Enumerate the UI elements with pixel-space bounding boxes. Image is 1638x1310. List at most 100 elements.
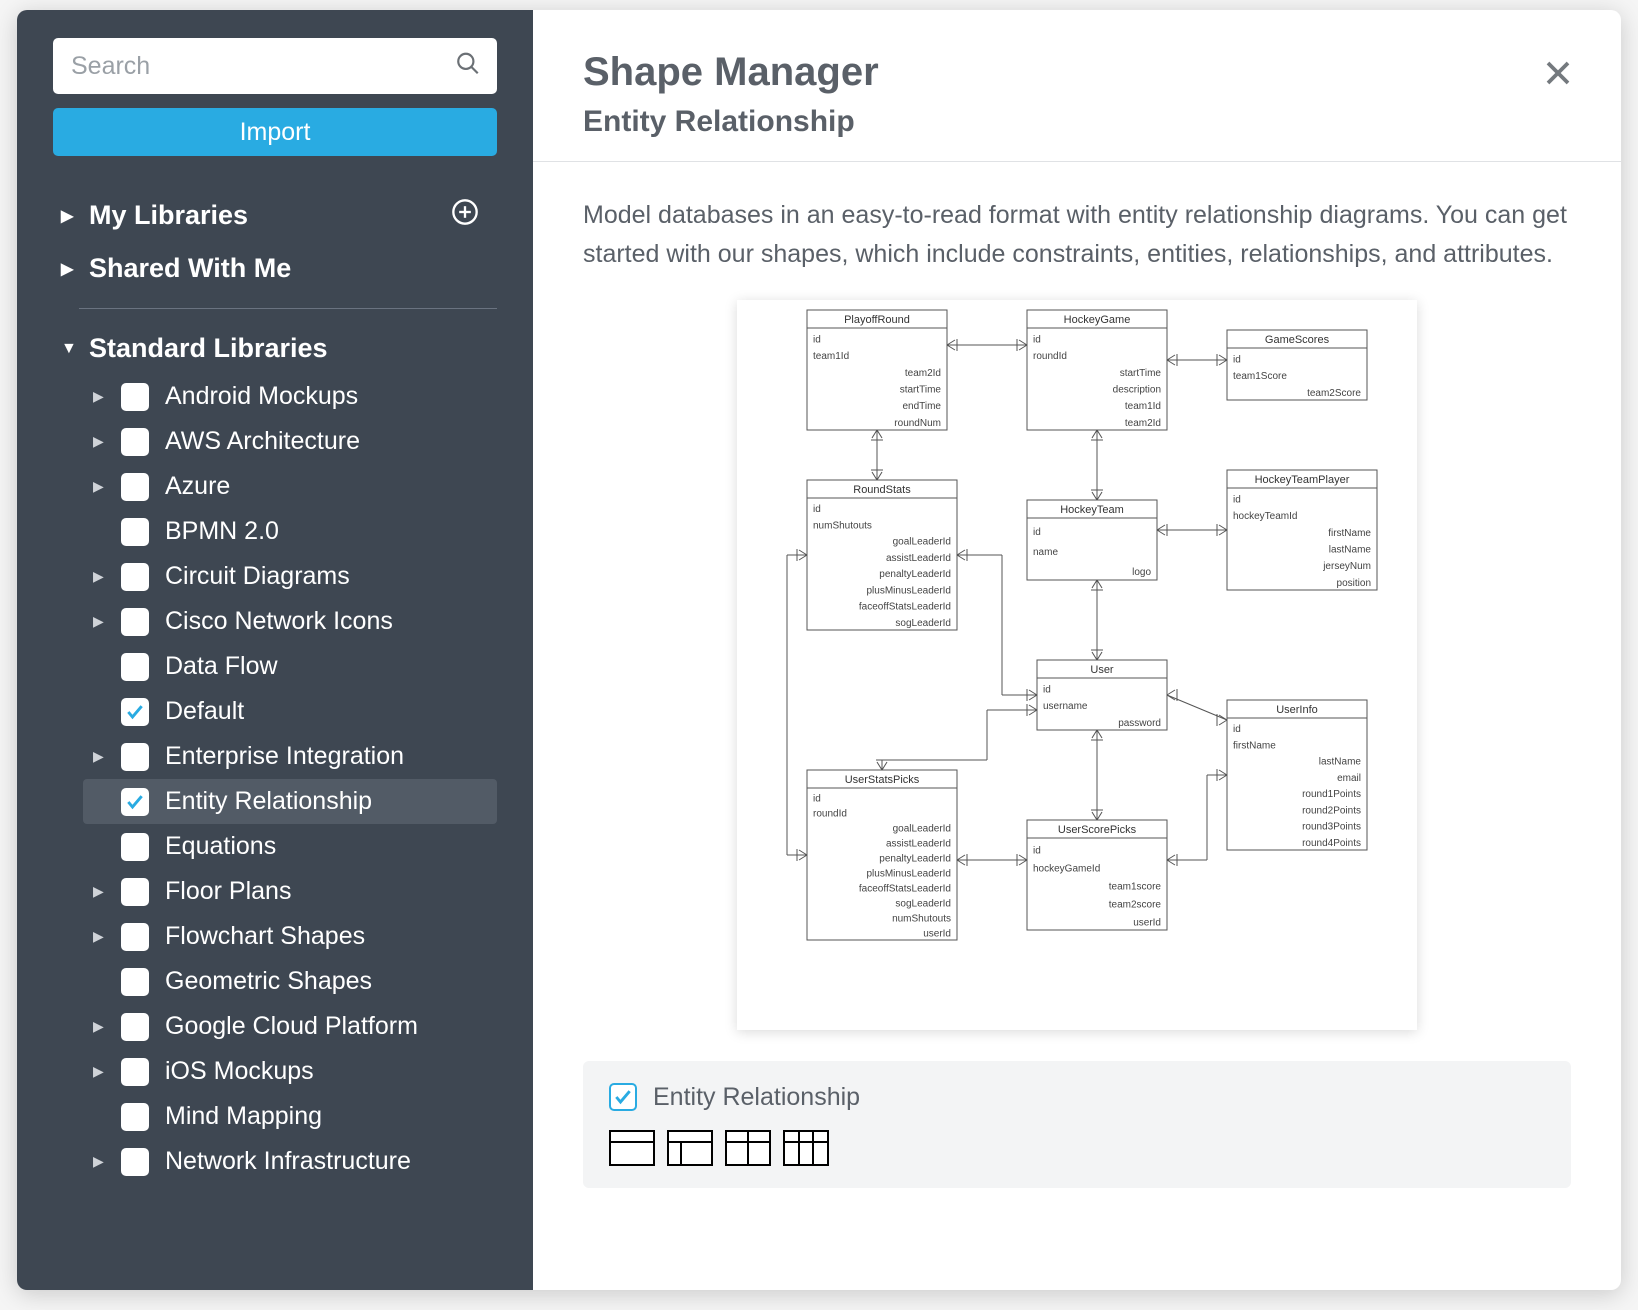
library-item[interactable]: ▶Enterprise Integration (83, 734, 497, 779)
add-library-button[interactable] (451, 198, 497, 233)
library-checkbox[interactable] (121, 788, 149, 816)
section-standard-libraries[interactable]: ▼ Standard Libraries (61, 323, 497, 374)
svg-text:round1Points: round1Points (1302, 789, 1361, 800)
svg-text:id: id (1033, 845, 1041, 856)
library-item[interactable]: ▶Floor Plans (83, 869, 497, 914)
library-checkbox[interactable] (121, 698, 149, 726)
library-item[interactable]: ▶iOS Mockups (83, 1049, 497, 1094)
svg-text:firstName: firstName (1233, 740, 1276, 751)
svg-text:hockeyTeamId: hockeyTeamId (1233, 511, 1297, 522)
library-label: Floor Plans (165, 877, 291, 906)
svg-text:id: id (1233, 494, 1241, 505)
library-checkbox[interactable] (121, 518, 149, 546)
entity-relationship-checkbox[interactable] (609, 1083, 637, 1111)
svg-text:team1score: team1score (1109, 881, 1162, 892)
search-input[interactable] (53, 38, 497, 94)
section-my-libraries[interactable]: ▶ My Libraries (61, 188, 497, 243)
library-label: Google Cloud Platform (165, 1012, 418, 1041)
entity-shape-icon[interactable] (783, 1130, 829, 1166)
library-label: Android Mockups (165, 382, 358, 411)
svg-text:UserScorePicks: UserScorePicks (1058, 824, 1137, 836)
entity-shape-icon[interactable] (609, 1130, 655, 1166)
svg-text:sogLeaderId: sogLeaderId (895, 898, 951, 909)
svg-text:lastName: lastName (1319, 756, 1362, 767)
library-item[interactable]: ▶Google Cloud Platform (83, 1004, 497, 1049)
library-item[interactable]: ▶BPMN 2.0 (83, 509, 497, 554)
library-item[interactable]: ▶Mind Mapping (83, 1094, 497, 1139)
chevron-right-icon: ▶ (61, 259, 79, 279)
library-item[interactable]: ▶Default (83, 689, 497, 734)
svg-text:hockeyGameId: hockeyGameId (1033, 863, 1100, 874)
library-item[interactable]: ▶Network Infrastructure (83, 1139, 497, 1184)
svg-text:startTime: startTime (900, 384, 942, 395)
shapes-preview-panel: Entity Relationship (583, 1061, 1571, 1188)
section-shared-with-me[interactable]: ▶ Shared With Me (61, 243, 497, 294)
svg-text:round2Points: round2Points (1302, 805, 1361, 816)
svg-text:id: id (813, 334, 821, 345)
svg-text:penaltyLeaderId: penaltyLeaderId (879, 569, 951, 580)
chevron-right-icon: ▶ (93, 568, 121, 585)
library-item[interactable]: ▶Android Mockups (83, 374, 497, 419)
sidebar: Import ▶ My Libraries ▶ Shared With Me (17, 10, 533, 1290)
svg-text:roundId: roundId (813, 808, 847, 819)
svg-text:team1Id: team1Id (1125, 401, 1161, 412)
sidebar-scroll[interactable]: ▶ My Libraries ▶ Shared With Me ▼ (17, 184, 533, 1290)
description-text: Model databases in an easy-to-read forma… (583, 196, 1571, 274)
library-checkbox[interactable] (121, 1058, 149, 1086)
library-item[interactable]: ▶Azure (83, 464, 497, 509)
er-diagram-svg: PlayoffRoundidteam1Idteam2IdstartTimeend… (737, 300, 1417, 1030)
library-checkbox[interactable] (121, 428, 149, 456)
library-item[interactable]: ▶Circuit Diagrams (83, 554, 497, 599)
svg-text:PlayoffRound: PlayoffRound (844, 314, 910, 326)
svg-text:goalLeaderId: goalLeaderId (893, 823, 951, 834)
divider (79, 308, 497, 309)
library-checkbox[interactable] (121, 653, 149, 681)
svg-text:userId: userId (923, 928, 951, 939)
library-label: Equations (165, 832, 276, 861)
chevron-right-icon: ▶ (61, 206, 79, 226)
entity-shape-icon[interactable] (667, 1130, 713, 1166)
library-item[interactable]: ▶Geometric Shapes (83, 959, 497, 1004)
svg-text:firstName: firstName (1328, 527, 1371, 538)
svg-text:round4Points: round4Points (1302, 837, 1361, 848)
close-button[interactable] (1543, 58, 1573, 93)
svg-text:HockeyTeam: HockeyTeam (1060, 504, 1124, 516)
library-checkbox[interactable] (121, 383, 149, 411)
svg-text:team2Id: team2Id (905, 367, 941, 378)
svg-text:RoundStats: RoundStats (853, 484, 911, 496)
svg-text:id: id (813, 504, 821, 515)
chevron-right-icon: ▶ (93, 613, 121, 630)
svg-text:assistLeaderId: assistLeaderId (886, 838, 951, 849)
library-checkbox[interactable] (121, 878, 149, 906)
library-item[interactable]: ▶Entity Relationship (83, 779, 497, 824)
library-checkbox[interactable] (121, 563, 149, 591)
library-checkbox[interactable] (121, 923, 149, 951)
library-item[interactable]: ▶Equations (83, 824, 497, 869)
library-list: ▶Android Mockups▶AWS Architecture▶Azure▶… (61, 374, 497, 1184)
entity-shape-icon[interactable] (725, 1130, 771, 1166)
library-item[interactable]: ▶Flowchart Shapes (83, 914, 497, 959)
library-checkbox[interactable] (121, 968, 149, 996)
svg-text:team1Id: team1Id (813, 351, 849, 362)
library-checkbox[interactable] (121, 833, 149, 861)
svg-text:description: description (1113, 384, 1161, 395)
svg-text:username: username (1043, 701, 1088, 712)
library-item[interactable]: ▶Cisco Network Icons (83, 599, 497, 644)
import-button[interactable]: Import (53, 108, 497, 156)
library-checkbox[interactable] (121, 1148, 149, 1176)
library-checkbox[interactable] (121, 743, 149, 771)
library-checkbox[interactable] (121, 1103, 149, 1131)
library-item[interactable]: ▶AWS Architecture (83, 419, 497, 464)
library-label: BPMN 2.0 (165, 517, 279, 546)
svg-text:logo: logo (1132, 567, 1151, 578)
svg-text:team2score: team2score (1109, 899, 1162, 910)
library-checkbox[interactable] (121, 473, 149, 501)
chevron-right-icon: ▶ (93, 433, 121, 450)
svg-text:email: email (1337, 772, 1361, 783)
section-label: Standard Libraries (89, 333, 328, 364)
library-item[interactable]: ▶Data Flow (83, 644, 497, 689)
library-checkbox[interactable] (121, 1013, 149, 1041)
chevron-right-icon: ▶ (93, 478, 121, 495)
library-checkbox[interactable] (121, 608, 149, 636)
svg-text:id: id (1043, 684, 1051, 695)
